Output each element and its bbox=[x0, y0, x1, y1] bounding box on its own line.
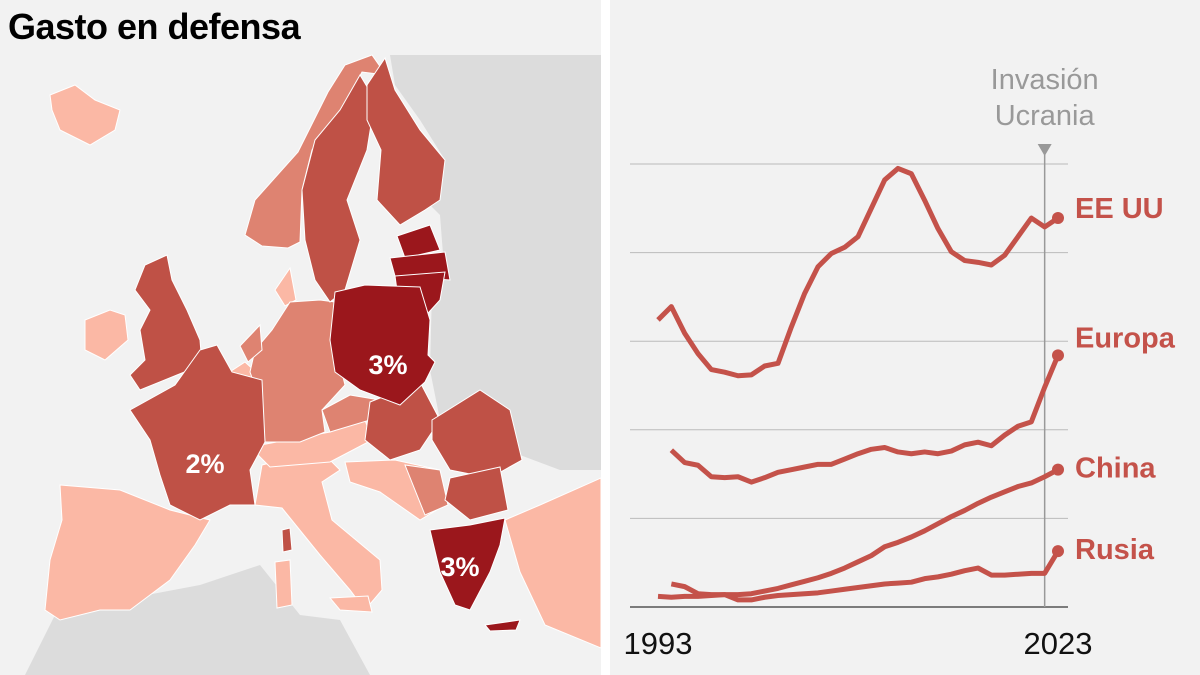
map-label-greece: 3% bbox=[440, 552, 479, 582]
series-endpoint-ee-uu bbox=[1052, 212, 1064, 225]
series-endpoint-rusia bbox=[1052, 545, 1064, 558]
invasion-marker-triangle bbox=[1037, 144, 1052, 156]
line-chart: Invasión Ucrania EE UU Europa China Rusia 1… bbox=[624, 64, 1176, 661]
series-line-china bbox=[657, 467, 1060, 600]
series-label-china: China bbox=[1075, 453, 1156, 485]
series-endpoint-china bbox=[1052, 463, 1064, 476]
country-estonia bbox=[396, 224, 441, 259]
series-label-europa: Europa bbox=[1075, 322, 1176, 354]
series-line-rusia bbox=[670, 549, 1061, 603]
country-serbia bbox=[404, 464, 449, 516]
chart-panel: Invasión Ucrania EE UU Europa China Rusia 1… bbox=[610, 0, 1200, 675]
annotation-line2: Ucrania bbox=[995, 100, 1096, 132]
map-panel: 3% 2% 3% Gasto en defensa bbox=[0, 0, 601, 675]
map-label-poland: 3% bbox=[368, 350, 407, 380]
series-line-europa bbox=[669, 354, 1061, 485]
annotation-line1: Invasión bbox=[991, 64, 1099, 96]
country-france bbox=[129, 344, 266, 521]
country-norway bbox=[244, 54, 388, 249]
country-romania bbox=[431, 389, 523, 479]
country-greece bbox=[429, 517, 506, 611]
country-iceland bbox=[49, 84, 121, 146]
non-eu-east bbox=[390, 55, 601, 470]
x-tick-label: 1993 bbox=[624, 626, 693, 661]
country-poland bbox=[329, 284, 436, 406]
country-sicily bbox=[328, 595, 373, 613]
country-ireland bbox=[84, 309, 129, 361]
country-iberia bbox=[44, 484, 211, 621]
series-label-ee-uu: EE UU bbox=[1075, 193, 1164, 225]
map-label-france: 2% bbox=[185, 449, 224, 479]
country-denmark bbox=[274, 266, 297, 307]
north-africa bbox=[25, 565, 370, 675]
grid bbox=[630, 163, 1068, 608]
country-bulgaria bbox=[444, 466, 509, 521]
page-title: Gasto en defensa bbox=[8, 6, 301, 47]
x-tick-label: 2023 bbox=[1024, 626, 1093, 661]
series-line-ee-uu bbox=[656, 165, 1060, 379]
country-finland bbox=[366, 56, 446, 226]
country-netherlands bbox=[239, 323, 263, 363]
country-sardinia bbox=[274, 559, 293, 609]
series-label-rusia: Rusia bbox=[1075, 534, 1155, 566]
country-crete bbox=[484, 619, 521, 632]
country-sweden bbox=[301, 74, 376, 303]
europe-map: 3% 2% 3% bbox=[25, 54, 601, 675]
country-corsica bbox=[281, 527, 293, 553]
series-endpoint-europa bbox=[1052, 349, 1064, 362]
country-turkey bbox=[504, 477, 601, 649]
